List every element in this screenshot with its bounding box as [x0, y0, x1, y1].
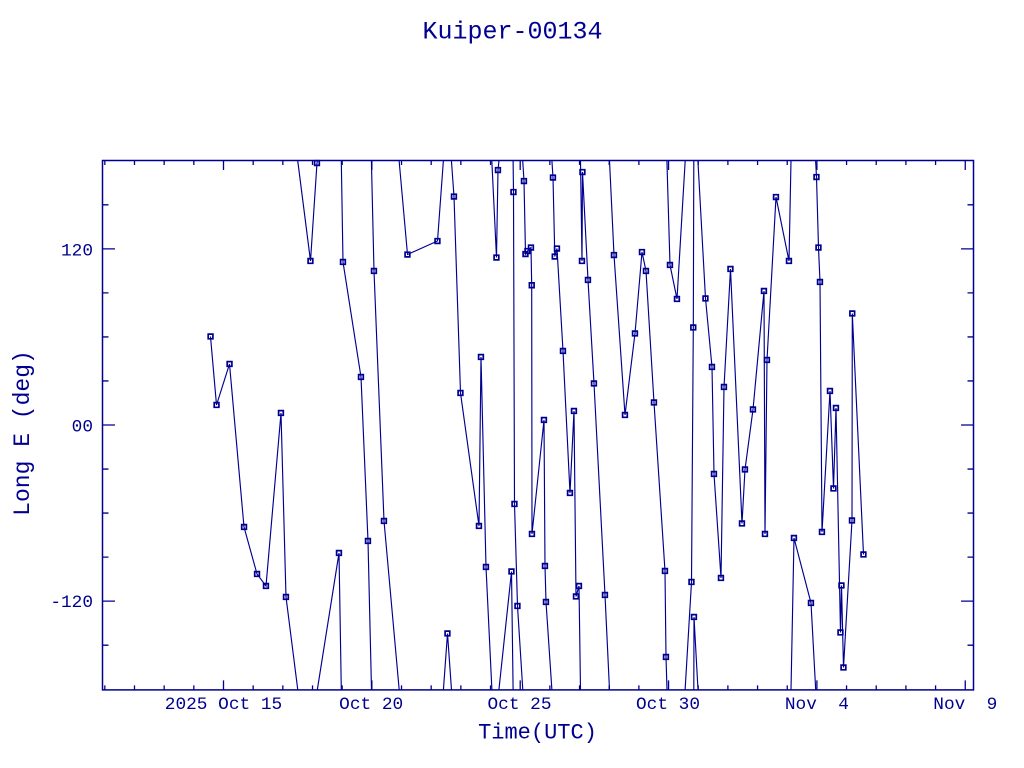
svg-text:120: 120 [61, 242, 93, 262]
svg-text:Oct 20: Oct 20 [339, 695, 403, 715]
svg-text:Nov 9: Nov 9 [933, 695, 997, 715]
svg-text:Nov 4: Nov 4 [785, 695, 849, 715]
svg-text:-120: -120 [50, 593, 93, 613]
svg-text:Time(UTC): Time(UTC) [478, 721, 597, 746]
svg-text:Oct 25: Oct 25 [487, 695, 551, 715]
svg-text:2025 Oct 15: 2025 Oct 15 [165, 695, 282, 715]
svg-text:Long E (deg): Long E (deg) [10, 350, 36, 516]
svg-text:Oct 30: Oct 30 [636, 695, 700, 715]
svg-text:00: 00 [72, 417, 93, 437]
svg-text:Kuiper-00134: Kuiper-00134 [422, 18, 602, 47]
